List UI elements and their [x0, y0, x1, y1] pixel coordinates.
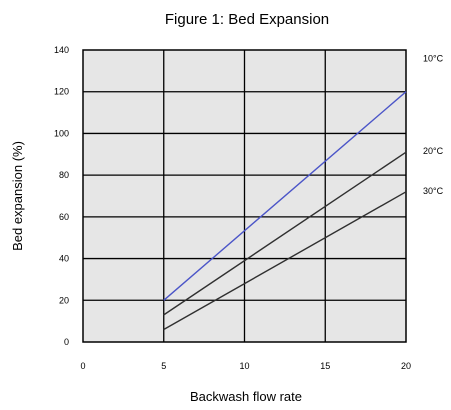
y-tick-label: 60	[59, 212, 69, 222]
series-lines	[163, 91, 407, 331]
series-line	[163, 191, 407, 331]
series-line	[163, 91, 407, 301]
chart-title: Figure 1: Bed Expansion	[165, 11, 329, 28]
series-label: 20°C	[423, 146, 444, 156]
y-tick-label: 140	[54, 45, 69, 55]
x-tick-label: 15	[320, 361, 330, 371]
y-tick-label: 80	[59, 170, 69, 180]
y-tick-label: 100	[54, 128, 69, 138]
series-labels: 10°C 20°C 30°C	[423, 54, 444, 196]
series-label: 10°C	[423, 54, 444, 64]
series-label: 30°C	[423, 186, 444, 196]
axis-ticks: 0 20 40 60 80 100 120 140 0 5 10 15 20	[54, 45, 411, 371]
y-tick-label: 120	[54, 87, 69, 97]
x-tick-label: 10	[239, 361, 249, 371]
y-axis-title: Bed expansion (%)	[10, 141, 25, 251]
y-tick-label: 40	[59, 254, 69, 264]
x-axis-title: Backwash flow rate	[190, 389, 302, 404]
series-line	[163, 151, 407, 316]
x-tick-label: 20	[401, 361, 411, 371]
y-tick-label: 20	[59, 295, 69, 305]
y-tick-label: 0	[64, 337, 69, 347]
x-tick-label: 5	[161, 361, 166, 371]
x-tick-label: 0	[80, 361, 85, 371]
grid-lines	[83, 50, 406, 342]
